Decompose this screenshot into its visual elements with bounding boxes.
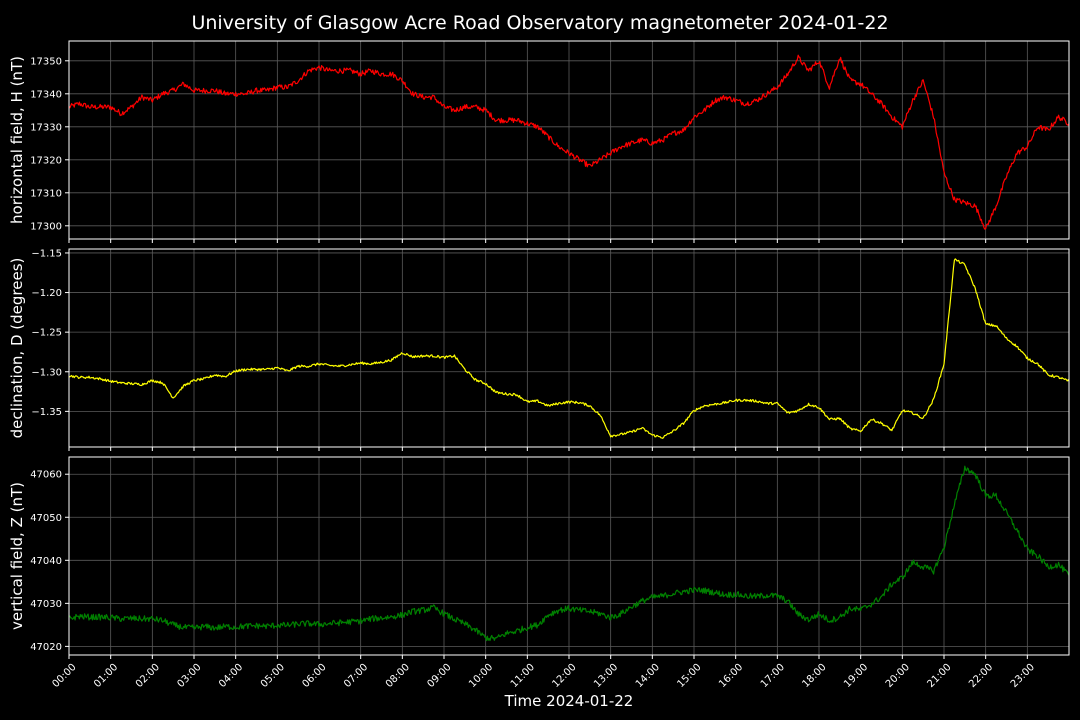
y-axis-label: vertical field, Z (nT) — [8, 482, 26, 630]
axes-frame — [68, 456, 1070, 656]
chart-title: University of Glasgow Acre Road Observat… — [191, 12, 888, 34]
panel-vertical-field: 47020 47030 47040 47050 47060 vertical field,… — [8, 456, 1070, 659]
y-tick-label: 47050 — [30, 513, 62, 524]
panel-declination: −1.35 −1.30 −1.25 −1.20 −1.15 declination, D … — [8, 248, 1070, 451]
x-axis-label: Time 2024-01-22 — [504, 692, 634, 710]
series-line-declination — [68, 258, 1070, 439]
y-tick-label: −1.30 — [31, 367, 62, 378]
y-tick-label: 17320 — [30, 155, 62, 166]
y-axis-label: horizontal field, H (nT) — [8, 56, 26, 224]
axes-frame — [68, 248, 1070, 448]
y-tick-label: 47020 — [30, 642, 62, 653]
series-line-horizontal — [68, 54, 1070, 230]
y-tick-label: 47030 — [30, 599, 62, 610]
panel-horizontal-field: 17300 17310 17320 17330 17340 17350 horizontal… — [8, 40, 1070, 243]
y-tick-label: 47040 — [30, 556, 62, 567]
y-tick-label: −1.35 — [31, 407, 62, 418]
y-tick-label: 17330 — [30, 122, 62, 133]
series-line-vertical — [68, 465, 1070, 642]
y-tick-label: −1.20 — [31, 288, 62, 299]
y-tick-label: 47060 — [30, 470, 62, 481]
y-tick-label: 17300 — [30, 221, 62, 232]
y-tick-label: −1.15 — [31, 248, 62, 259]
y-tick-label: −1.25 — [31, 328, 62, 339]
y-tick-label: 17340 — [30, 89, 62, 100]
y-tick-label: 17310 — [30, 188, 62, 199]
y-tick-label: 17350 — [30, 56, 62, 67]
y-axis-label: declination, D (degrees) — [8, 258, 26, 439]
axes-frame — [68, 40, 1070, 240]
